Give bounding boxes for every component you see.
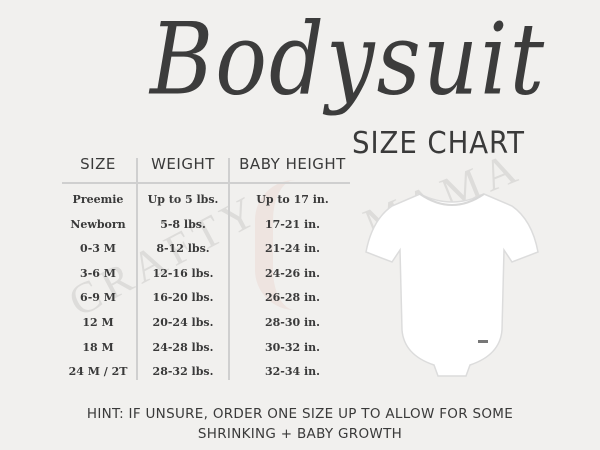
cell-weight: 8-12 lbs. xyxy=(156,242,210,256)
cell-size: 0-3 M xyxy=(80,242,116,256)
cell-weight: 12-16 lbs. xyxy=(152,266,214,280)
hint-line-1: HINT: IF UNSURE, ORDER ONE SIZE UP TO AL… xyxy=(86,406,514,422)
cell-size: 24 M / 2T xyxy=(68,365,128,379)
cell-weight: Up to 5 lbs. xyxy=(147,193,219,206)
cell-weight: 16-20 lbs. xyxy=(152,291,214,305)
cell-height: 17-21 in. xyxy=(264,217,321,231)
watermark-logo-mark xyxy=(255,180,383,310)
cell-size: 12 M xyxy=(82,316,114,329)
hint-line-2: SHRINKING + BABY GROWTH xyxy=(197,426,403,442)
page-subtitle: SIZE CHART xyxy=(352,126,525,161)
header-size: SIZE xyxy=(80,155,116,173)
column-divider xyxy=(228,158,230,380)
cell-size: 6-9 M xyxy=(80,291,116,305)
header-baby-height: BABY HEIGHT xyxy=(239,155,346,173)
header-weight: WEIGHT xyxy=(151,155,215,173)
cell-height: 28-30 in. xyxy=(264,316,321,329)
cell-weight: 28-32 lbs. xyxy=(152,365,214,379)
cell-height: 21-24 in. xyxy=(264,242,321,256)
hint-text: HINT: IF UNSURE, ORDER ONE SIZE UP TO AL… xyxy=(60,404,540,444)
bodysuit-image xyxy=(365,193,539,377)
cell-size: Preemie xyxy=(72,193,124,206)
cell-weight: 5-8 lbs. xyxy=(160,217,206,231)
cell-height: 24-26 in. xyxy=(264,266,321,280)
size-table: SIZE WEIGHT BABY HEIGHT Preemie Up to 5 l… xyxy=(60,150,355,380)
page-title: Bodysuit xyxy=(150,2,547,118)
cell-size: 18 M xyxy=(82,340,114,354)
cell-size: 3-6 M xyxy=(80,266,116,280)
cell-height: 26-28 in. xyxy=(264,291,321,305)
cell-height: 30-32 in. xyxy=(264,340,321,354)
header-divider xyxy=(62,182,350,184)
cell-height: Up to 17 in. xyxy=(256,193,329,206)
column-divider xyxy=(136,158,138,380)
cell-size: Newborn xyxy=(70,217,126,231)
cell-weight: 24-28 lbs. xyxy=(152,340,214,354)
cell-weight: 20-24 lbs. xyxy=(152,316,214,329)
cell-height: 32-34 in. xyxy=(264,365,321,379)
